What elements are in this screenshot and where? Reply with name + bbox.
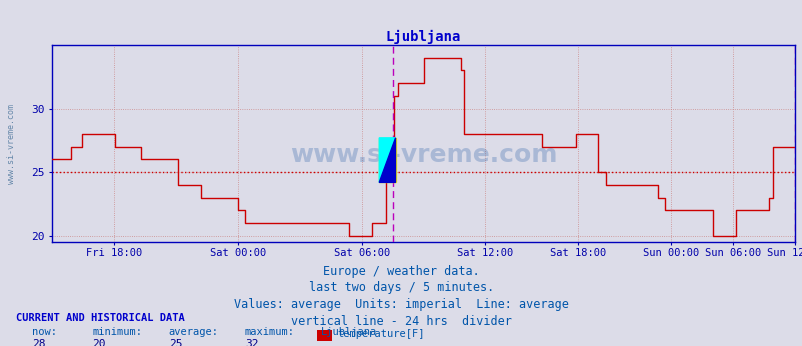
Text: 32: 32 [245,339,258,346]
Text: www.si-vreme.com: www.si-vreme.com [290,144,557,167]
Text: Ljubljana: Ljubljana [321,327,377,337]
Text: last two days / 5 minutes.: last two days / 5 minutes. [309,281,493,294]
Text: now:: now: [32,327,57,337]
Text: maximum:: maximum: [245,327,294,337]
Text: average:: average: [168,327,218,337]
Bar [379,138,395,182]
Title: Ljubljana: Ljubljana [386,30,460,44]
Polygon shape [379,138,395,182]
Text: temperature[F]: temperature[F] [337,329,424,339]
Text: Europe / weather data.: Europe / weather data. [322,265,480,278]
Polygon shape [379,138,395,182]
Text: www.si-vreme.com: www.si-vreme.com [7,103,16,184]
Text: 25: 25 [168,339,182,346]
Text: 20: 20 [92,339,106,346]
Text: CURRENT AND HISTORICAL DATA: CURRENT AND HISTORICAL DATA [16,313,184,323]
Text: 28: 28 [32,339,46,346]
Text: vertical line - 24 hrs  divider: vertical line - 24 hrs divider [290,315,512,328]
Text: Values: average  Units: imperial  Line: average: Values: average Units: imperial Line: av… [233,298,569,311]
Text: minimum:: minimum: [92,327,142,337]
